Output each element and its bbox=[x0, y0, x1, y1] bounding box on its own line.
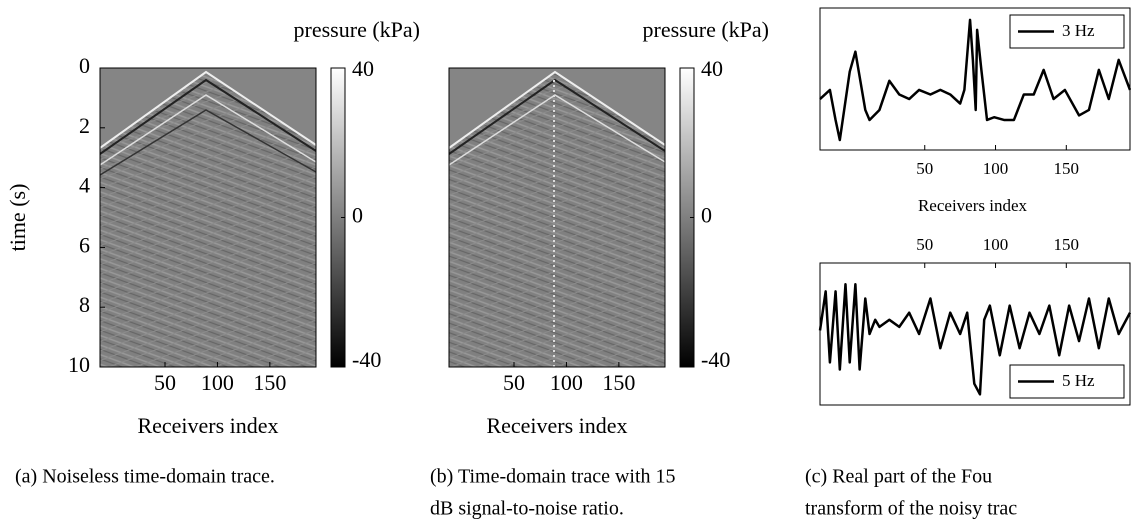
caption: (c) Real part of the Fou bbox=[805, 466, 992, 488]
colorbar-label: pressure (kPa) bbox=[294, 17, 420, 42]
seismic-image bbox=[448, 67, 666, 368]
y-tick-label: 10 bbox=[68, 352, 90, 377]
x-tick-label: 100 bbox=[201, 370, 234, 395]
y-tick-label: 2 bbox=[79, 113, 90, 138]
caption: (b) Time-domain trace with 15 bbox=[430, 466, 676, 488]
y-tick-label: 6 bbox=[79, 232, 90, 257]
colorbar-tick-label: 0 bbox=[352, 203, 363, 228]
x-tick-label: 100 bbox=[983, 159, 1009, 178]
plot-frame bbox=[819, 7, 1131, 151]
caption: (a) Noiseless time-domain trace. bbox=[15, 466, 275, 488]
legend-label: 3 Hz bbox=[1062, 21, 1095, 40]
x-tick-label: 150 bbox=[1054, 235, 1080, 254]
x-tick-label: 100 bbox=[983, 235, 1009, 254]
colorbar-tick-label: 40 bbox=[352, 56, 374, 81]
x-tick-label: 50 bbox=[154, 370, 176, 395]
x-tick-label: 150 bbox=[253, 370, 286, 395]
colorbar-tick-label: 40 bbox=[701, 56, 723, 81]
x-tick-label: 50 bbox=[916, 159, 933, 178]
colorbar-tick-label: -40 bbox=[352, 347, 381, 372]
y-tick-label: 8 bbox=[79, 292, 90, 317]
y-tick-label: 4 bbox=[79, 173, 90, 198]
data-line bbox=[819, 18, 1131, 142]
x-tick-label: 50 bbox=[916, 235, 933, 254]
data-line bbox=[818, 283, 1131, 396]
x-axis-label: Receivers index bbox=[486, 413, 627, 438]
x-tick-label: 100 bbox=[550, 370, 583, 395]
colorbar-tick-label: 0 bbox=[701, 203, 712, 228]
x-tick-label: 150 bbox=[1054, 159, 1080, 178]
seismic-image bbox=[99, 67, 317, 368]
caption: dB signal-to-noise ratio. bbox=[430, 498, 624, 520]
y-axis-label: time (s) bbox=[5, 184, 30, 252]
legend-label: 5 Hz bbox=[1062, 371, 1095, 390]
x-axis-label: Receivers index bbox=[918, 196, 1028, 215]
x-tick-label: 150 bbox=[602, 370, 635, 395]
plot-frame bbox=[819, 262, 1131, 406]
x-axis-label: Receivers index bbox=[137, 413, 278, 438]
caption: transform of the noisy trac bbox=[805, 498, 1017, 520]
x-tick-label: 50 bbox=[503, 370, 525, 395]
colorbar-tick-label: -40 bbox=[701, 347, 730, 372]
colorbar-label: pressure (kPa) bbox=[643, 17, 769, 42]
y-tick-label: 0 bbox=[79, 53, 90, 78]
